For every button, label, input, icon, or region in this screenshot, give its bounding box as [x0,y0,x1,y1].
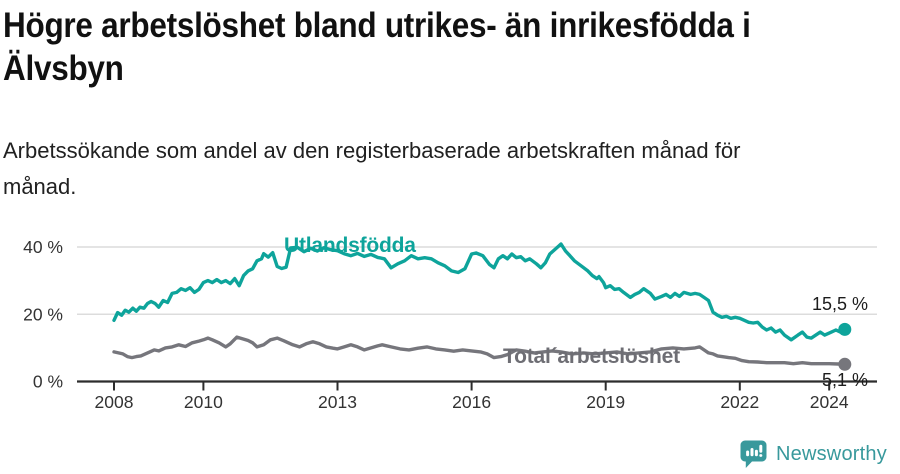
y-axis-tick-label: 20 % [23,304,63,324]
utlandsfodda-end-dot [838,322,852,336]
total-arbetsloshet-line [112,335,847,366]
title-line-1: Högre arbetslöshet bland utrikes- än inr… [3,6,751,45]
end-value-label-utlandsfodda: 15,5 % [811,294,868,314]
page-title: Högre arbetslöshet bland utrikes- än inr… [3,4,751,90]
x-axis-tick-label: 2010 [184,392,223,412]
y-axis-tick-label: 40 % [23,237,63,257]
series-label-total: Total´arbetslöshet [503,345,680,368]
newsworthy-brand-name: Newsworthy [776,442,887,465]
newsworthy-logo-icon [740,440,767,468]
x-axis-tick-label: 2013 [318,392,357,412]
y-axis-tick-label: 0 % [33,372,63,392]
chart-subtitle: Arbetssökande som andel av den registerb… [3,133,740,205]
newsworthy-brand: Newsworthy [739,439,887,469]
x-axis-tick-label: 2008 [95,392,134,412]
title-line-2: Älvsbyn [3,49,124,88]
x-axis-tick-label: 2024 [810,392,849,412]
x-axis-tick-label: 2022 [720,392,759,412]
series-label-utlandsfodda: Utlandsfödda [284,234,416,257]
total-arbetsloshet-end-dot [838,357,852,371]
x-axis-tick-label: 2019 [586,392,625,412]
utlandsfodda-line [112,242,847,342]
subtitle-line-2: månad. [3,174,77,199]
end-value-label-total: 5,1 % [821,370,868,390]
subtitle-line-1: Arbetssökande som andel av den registerb… [3,138,741,163]
x-axis-tick-label: 2016 [452,392,491,412]
